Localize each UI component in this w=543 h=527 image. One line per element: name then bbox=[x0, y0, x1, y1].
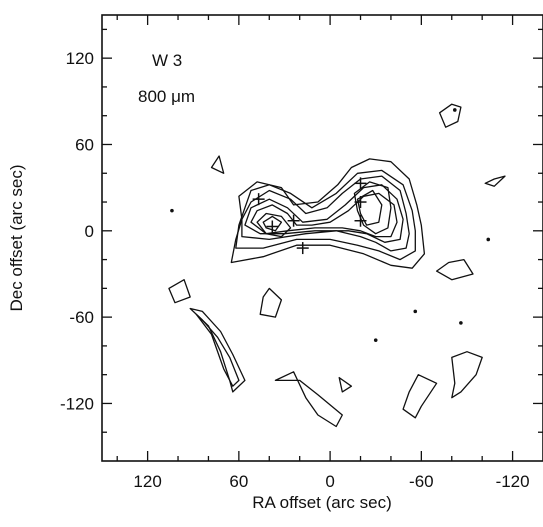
point-feature bbox=[459, 321, 463, 325]
point-feature bbox=[486, 237, 491, 242]
source-marker bbox=[266, 220, 279, 233]
contour-level-1 bbox=[189, 307, 246, 393]
contour-level-5 bbox=[250, 192, 398, 238]
contour-level-4 bbox=[244, 184, 404, 243]
contour-level-1 bbox=[230, 158, 426, 269]
source-marker bbox=[354, 214, 367, 227]
contour-level-7 bbox=[356, 189, 383, 226]
contour-level-2 bbox=[235, 169, 416, 261]
y-axis-label: Dec offset (arc sec) bbox=[7, 164, 26, 311]
source-marker bbox=[296, 242, 309, 255]
point-feature bbox=[170, 208, 174, 213]
source-markers bbox=[252, 177, 367, 255]
x-tick-label: -120 bbox=[496, 472, 530, 491]
contour-level-7 bbox=[262, 215, 283, 232]
x-tick-label: 120 bbox=[133, 472, 161, 491]
source-marker bbox=[287, 214, 300, 227]
y-tick-label: -60 bbox=[69, 308, 94, 327]
contour-level-1 bbox=[274, 371, 343, 428]
contour-level-6 bbox=[256, 212, 292, 238]
axis-ticks bbox=[102, 15, 543, 461]
contour-level-1 bbox=[484, 175, 506, 187]
point-feature bbox=[453, 108, 457, 112]
contour-level-1 bbox=[168, 279, 191, 304]
contour-level-1 bbox=[451, 351, 483, 399]
contour-level-1 bbox=[338, 376, 353, 393]
x-tick-label: 0 bbox=[325, 472, 334, 491]
source-marker bbox=[354, 177, 367, 190]
contour-level-6 bbox=[353, 181, 392, 235]
tick-labels: 120 60 0 -60 -120 120 60 0 -60 -120 bbox=[60, 49, 530, 491]
contour-level-1 bbox=[435, 258, 474, 281]
source-marker bbox=[252, 193, 265, 206]
wavelength-annotation: 800 μm bbox=[138, 87, 195, 106]
source-annotation: W 3 bbox=[152, 51, 182, 70]
plot-frame bbox=[101, 14, 543, 462]
y-tick-label: 0 bbox=[85, 222, 94, 241]
point-feature bbox=[373, 338, 378, 342]
contour-level-1 bbox=[402, 374, 438, 419]
point-feature bbox=[413, 309, 418, 314]
y-tick-label: -120 bbox=[60, 394, 94, 413]
contour-level-1 bbox=[210, 155, 225, 174]
y-tick-label: 120 bbox=[66, 49, 94, 68]
x-tick-label: 60 bbox=[229, 472, 248, 491]
y-tick-label: 60 bbox=[75, 135, 94, 154]
point-features bbox=[170, 108, 491, 342]
x-axis-label: RA offset (arc sec) bbox=[252, 493, 392, 512]
contour-level-1 bbox=[259, 287, 283, 318]
contour-level-2 bbox=[195, 313, 240, 387]
contour-level-3 bbox=[241, 175, 410, 252]
x-tick-label: -60 bbox=[409, 472, 434, 491]
source-marker bbox=[354, 196, 367, 209]
contour-lines bbox=[168, 103, 506, 428]
contour-level-1 bbox=[438, 103, 462, 128]
